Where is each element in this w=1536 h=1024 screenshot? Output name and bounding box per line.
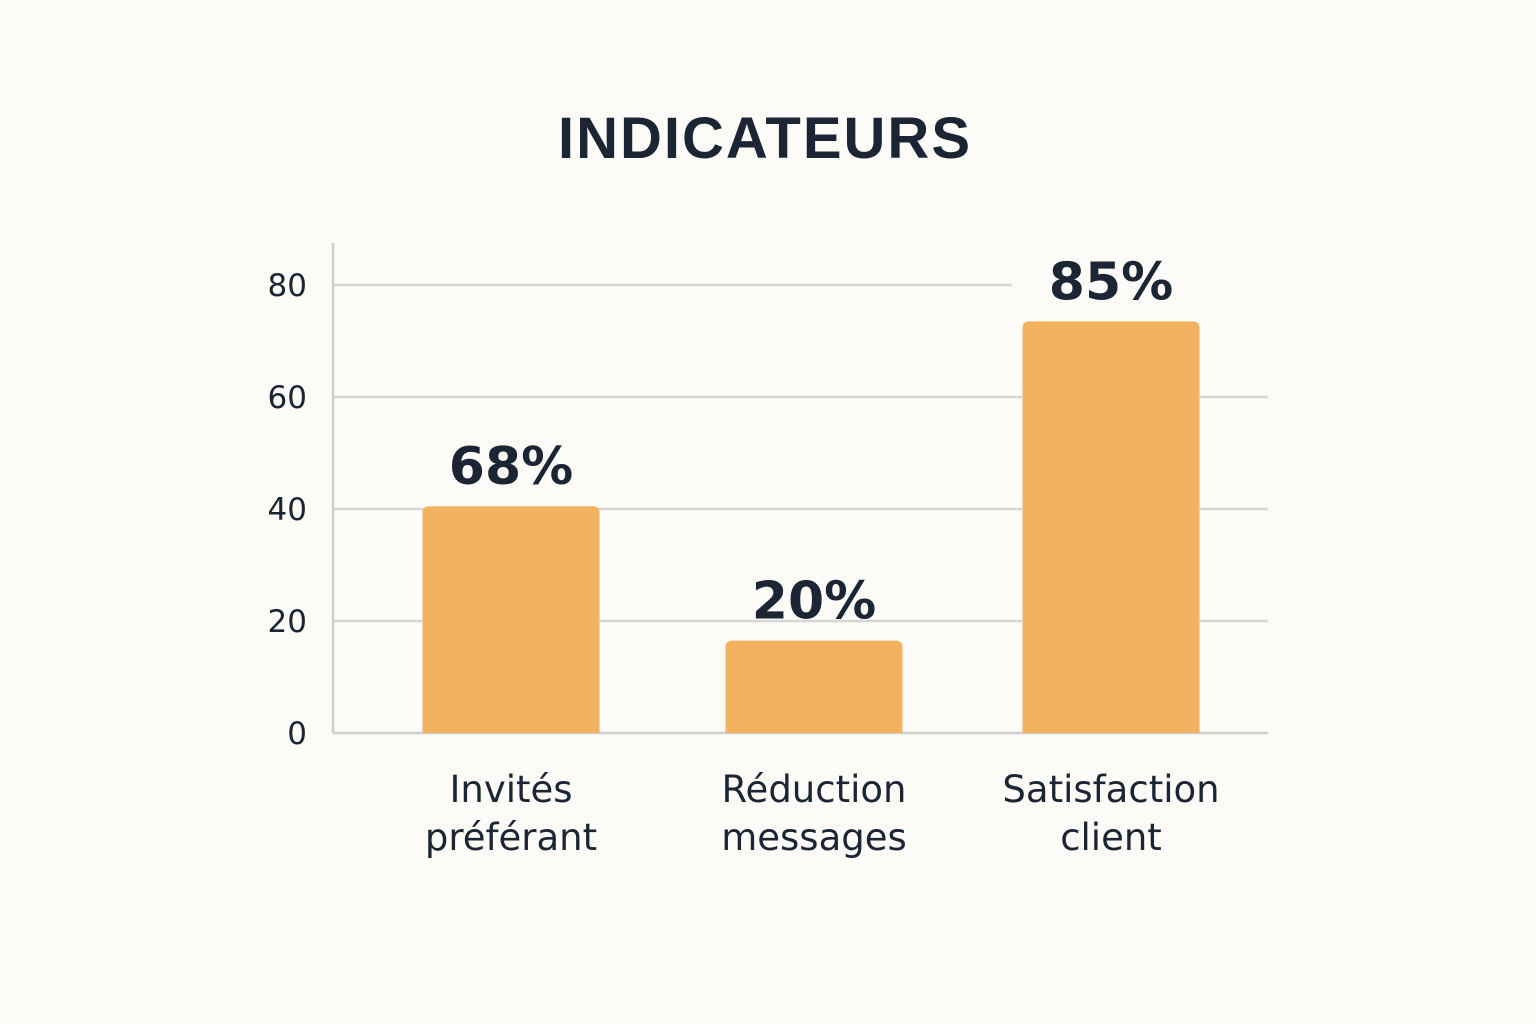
labels: 0 20 40 60 80 68% Invités préférant 20% Réduction… [268,252,1220,859]
x-category-label: Réduction [722,768,907,811]
bar [1022,321,1200,733]
x-category-label: Invités [449,768,572,811]
x-category-label: Satisfaction [1002,768,1219,811]
data-label: 85% [1049,252,1173,312]
y-tick-label: 40 [268,492,307,528]
x-category-label: client [1060,816,1162,859]
bars [422,321,1200,733]
y-tick-label: 20 [268,604,307,640]
y-tick-label: 0 [287,716,307,752]
x-category-label: messages [721,816,907,859]
data-label: 20% [752,572,876,632]
y-tick-label: 80 [268,268,307,304]
bar-base [1022,725,1200,733]
chart-title: INDICATEURS [558,106,972,171]
bar [725,640,903,733]
data-label: 68% [449,437,573,497]
bar [422,506,600,733]
bar-base [725,725,903,733]
y-tick-label: 60 [268,380,307,416]
x-category-label: préférant [425,816,597,859]
bar-base [422,725,600,733]
